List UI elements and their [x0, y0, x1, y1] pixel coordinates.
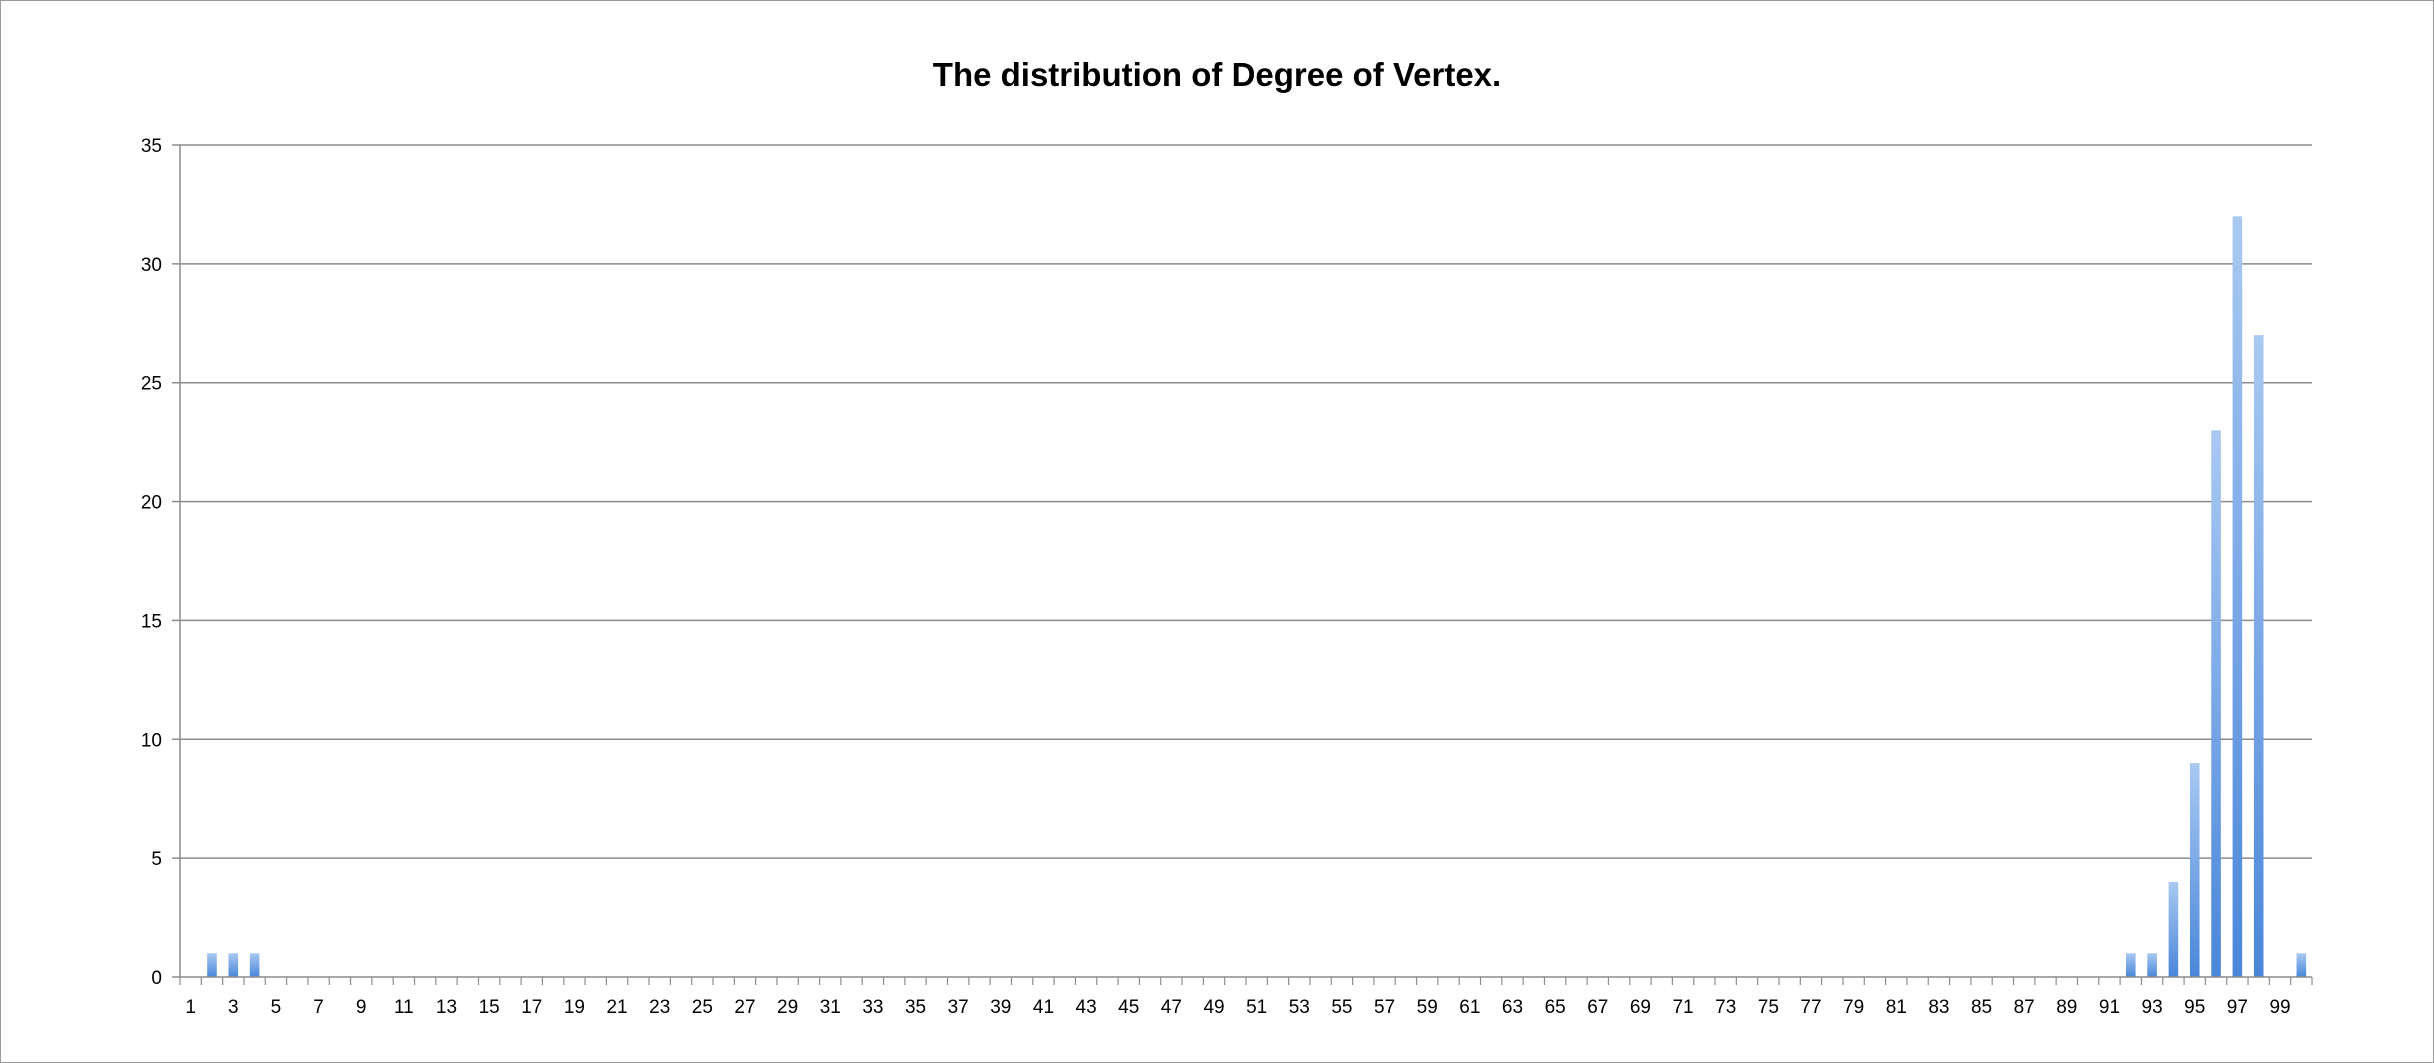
x-tick-label: 57 [1374, 997, 1395, 1018]
x-tick-label: 23 [649, 997, 670, 1018]
x-tick-label: 25 [692, 997, 713, 1018]
y-tick-label: 35 [141, 136, 162, 157]
bar [249, 953, 260, 977]
y-tick-label: 20 [141, 493, 162, 514]
x-tick-label: 93 [2142, 997, 2163, 1018]
x-tick-label: 49 [1203, 997, 1224, 1018]
x-tick-label: 41 [1033, 997, 1054, 1018]
x-tick-label: 35 [905, 997, 926, 1018]
bar [2296, 953, 2307, 977]
gridlines [172, 144, 2312, 978]
x-tick-label: 67 [1587, 997, 1608, 1018]
x-tick-labels: 1 3 5 7 9 11 13 15 17 19 21 23 25 27 29 31 33 35 37 39 41 43 4… [185, 997, 2290, 1018]
x-tick-label: 31 [820, 997, 841, 1018]
x-tick-label: 37 [948, 997, 969, 1018]
x-tick-label: 53 [1289, 997, 1310, 1018]
x-tick-label: 91 [2099, 997, 2120, 1018]
y-tick-label: 5 [151, 849, 162, 870]
x-tick-label: 55 [1331, 997, 1352, 1018]
y-tick-label: 10 [141, 730, 162, 751]
x-tick-label: 97 [2227, 997, 2248, 1018]
y-tick-labels: 0 5 10 15 20 25 30 35 [141, 136, 162, 989]
x-tick-label: 13 [436, 997, 457, 1018]
x-tick-label: 85 [1971, 997, 1992, 1018]
y-tick-label: 30 [141, 255, 162, 276]
bar [2253, 335, 2264, 978]
x-tick-label: 79 [1843, 997, 1864, 1018]
x-tick-label: 33 [862, 997, 883, 1018]
x-tick-label: 15 [479, 997, 500, 1018]
x-tick-label: 99 [2269, 997, 2290, 1018]
x-tick-label: 81 [1886, 997, 1907, 1018]
x-tick-label: 43 [1076, 997, 1097, 1018]
x-tick-label: 45 [1118, 997, 1139, 1018]
x-tick-label: 63 [1502, 997, 1523, 1018]
bar [2189, 763, 2200, 977]
x-tick-label: 61 [1459, 997, 1480, 1018]
bars [207, 216, 2307, 978]
x-tick-label: 17 [521, 997, 542, 1018]
x-tick-label: 83 [1928, 997, 1949, 1018]
x-tick-label: 3 [228, 997, 239, 1018]
bar [2211, 430, 2221, 977]
x-tick-label: 51 [1246, 997, 1267, 1018]
bar [2168, 881, 2179, 977]
x-tick-label: 27 [734, 997, 755, 1018]
chart-title: The distribution of Degree of Vertex. [932, 56, 1502, 93]
axes [179, 145, 2313, 985]
x-tick-label: 71 [1672, 997, 1693, 1018]
x-tick-label: 75 [1758, 997, 1779, 1018]
x-tick-label: 69 [1630, 997, 1651, 1018]
bar [2232, 216, 2243, 978]
x-tick-label: 7 [313, 997, 324, 1018]
x-tick-label: 73 [1715, 997, 1736, 1018]
y-tick-label: 0 [151, 968, 162, 989]
x-tick-label: 21 [606, 997, 627, 1018]
x-tick-label: 1 [185, 997, 196, 1018]
y-tick-label: 15 [141, 611, 162, 632]
x-tick-label: 59 [1417, 997, 1438, 1018]
y-tick-label: 25 [141, 374, 162, 395]
x-tick-label: 65 [1545, 997, 1566, 1018]
x-tick-label: 95 [2184, 997, 2205, 1018]
x-tick-label: 19 [564, 997, 585, 1018]
x-tick-label: 47 [1161, 997, 1182, 1018]
x-tick-label: 9 [356, 997, 367, 1018]
bar [207, 953, 217, 977]
x-tick-label: 11 [394, 997, 414, 1018]
bar [2147, 953, 2157, 977]
bar [228, 953, 239, 977]
x-tick-label: 39 [990, 997, 1011, 1018]
bar [2125, 953, 2136, 977]
x-tick-label: 87 [2014, 997, 2035, 1018]
x-tick-label: 29 [777, 997, 798, 1018]
x-tick-label: 89 [2056, 997, 2077, 1018]
x-tick-label: 5 [271, 997, 282, 1018]
x-tick-label: 77 [1800, 997, 1821, 1018]
